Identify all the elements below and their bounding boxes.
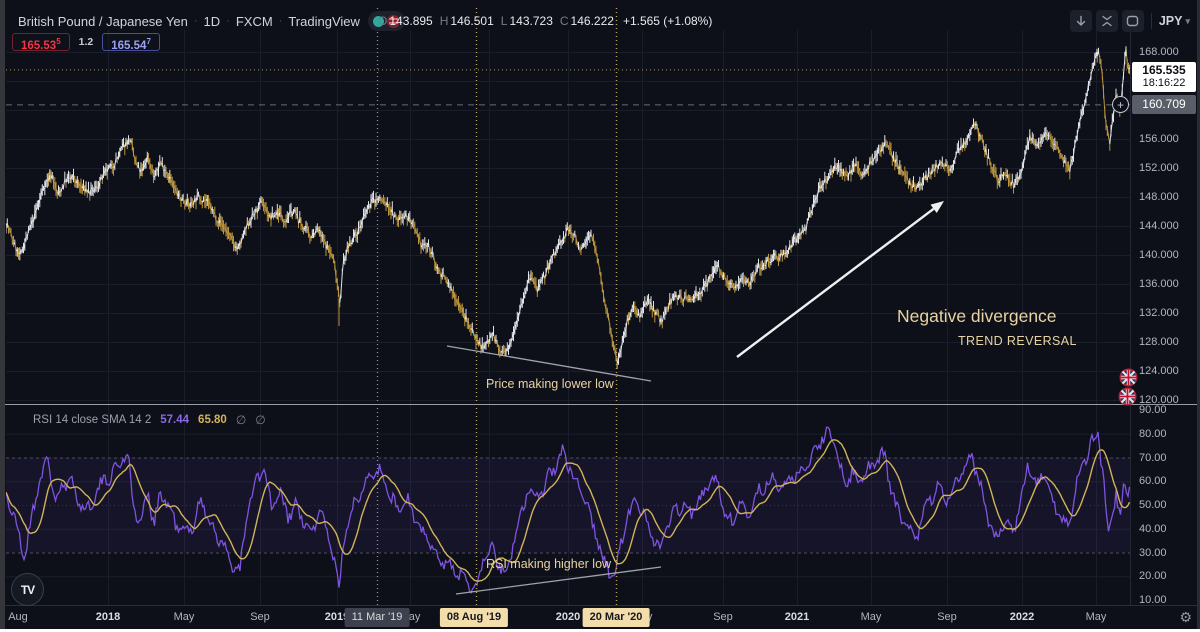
interval-label[interactable]: 1D <box>203 13 221 29</box>
window-edge-right <box>1197 0 1200 629</box>
quote-row: 165.535 1.2 165.547 <box>12 33 160 52</box>
plus-icon: + <box>1116 97 1124 112</box>
pane-divider[interactable] <box>0 404 1200 405</box>
price-level-badge: 160.709 <box>1132 95 1196 114</box>
close-value: 146.222 <box>570 14 614 28</box>
rsi-axis-label: 70.00 <box>1139 451 1167 464</box>
rsi-axis-label: 30.00 <box>1139 546 1167 559</box>
annotation-negative-divergence: Negative divergence <box>897 306 1057 326</box>
event-date-badge: 11 Mar '19 <box>344 608 410 627</box>
ohlc-readout: O 143.895 H 146.501 L 143.723 C 146.222 … <box>378 11 712 31</box>
time-axis-label: May <box>173 611 195 623</box>
high-value: 146.501 <box>450 14 494 28</box>
rsi-axis-label: 10.00 <box>1139 594 1167 606</box>
scroll-to-recent-button[interactable] <box>1069 10 1092 32</box>
window-edge-left <box>0 0 5 629</box>
spread-value: 1.2 <box>78 36 94 48</box>
time-axis-label: 2018 <box>95 611 121 623</box>
hidden-value-icon[interactable]: ∅ <box>235 413 247 427</box>
price-axis-label: 120.000 <box>1139 394 1179 406</box>
event-date-badge: 08 Aug '19 <box>439 608 509 627</box>
tradingview-logo[interactable]: TV <box>11 573 44 606</box>
time-axis-label: 2019 <box>324 611 350 623</box>
currency-label: JPY <box>1158 14 1183 28</box>
price-axis-label: 136.000 <box>1139 278 1179 290</box>
open-value: 143.895 <box>389 14 433 28</box>
currency-dropdown[interactable]: JPY ▾ <box>1159 14 1194 28</box>
last-price-badge: 165.535 18:16:22 <box>1132 62 1196 92</box>
brand-label: TradingView <box>288 13 360 29</box>
price-axis-label: 140.000 <box>1139 249 1179 261</box>
rsi-axis-label: 90.00 <box>1139 404 1167 416</box>
sell-button[interactable]: 165.535 <box>12 33 70 52</box>
separator: · <box>193 15 198 27</box>
time-axis[interactable]: ⚙ Aug2018MaySep2019MaySep2020MaySep2021M… <box>0 605 1200 630</box>
time-axis-label: Sep <box>713 611 733 623</box>
price-axis-label: 168.000 <box>1139 46 1179 58</box>
rsi-axis-label: 80.00 <box>1139 427 1167 440</box>
change-value: +1.565 (+1.08%) <box>622 14 713 28</box>
separator: · <box>226 15 230 27</box>
teal-status-icon <box>372 15 384 27</box>
gear-icon[interactable]: ⚙ <box>1179 609 1192 625</box>
rsi-axis-label: 50.00 <box>1139 499 1167 511</box>
top-toolbar: JPY ▾ <box>1069 9 1194 33</box>
uk-flag-marker-icon[interactable] <box>1119 368 1138 392</box>
add-alert-button[interactable]: + <box>1112 96 1129 113</box>
time-axis-label: 2022 <box>1009 611 1035 623</box>
symbol-header: British Pound / Japanese Yen · 1D · FXCM… <box>18 11 405 31</box>
close-label: C <box>559 14 569 28</box>
price-axis-label: 128.000 <box>1139 336 1179 348</box>
separator: · <box>278 15 283 27</box>
price-axis-label: 124.000 <box>1139 365 1179 377</box>
frame-icon <box>1127 15 1139 27</box>
rsi-value: 57.44 <box>160 414 190 426</box>
event-date-badge: 20 Mar '20 <box>582 608 650 627</box>
collapse-pane-button[interactable] <box>1095 10 1118 32</box>
low-value: 143.723 <box>509 14 553 28</box>
chevron-down-icon: ▾ <box>1185 15 1190 26</box>
price-axis-label: 144.000 <box>1139 220 1179 232</box>
red-status-icon <box>386 14 400 28</box>
rsi-axis-label: 60.00 <box>1139 475 1167 488</box>
annotation-trend-reversal: TREND REVERSAL <box>958 334 1077 348</box>
collapse-arrows-icon <box>1102 15 1112 27</box>
time-axis-label: Sep <box>250 611 270 623</box>
price-axis-label: 156.000 <box>1139 133 1179 145</box>
buy-button[interactable]: 165.547 <box>102 33 160 52</box>
symbol-title[interactable]: British Pound / Japanese Yen <box>18 13 188 29</box>
price-axis-label: 132.000 <box>1139 307 1179 319</box>
rsi-axis-label: 40.00 <box>1139 522 1167 535</box>
annotation-rsi-higher-low: RSI making higher low <box>486 557 612 571</box>
bar-countdown: 18:16:22 <box>1142 77 1186 89</box>
indicator-legend[interactable]: RSI 14 close SMA 14 2 57.44 65.80 ∅ ∅ <box>33 413 266 427</box>
annotation-price-lower-low: Price making lower low <box>486 377 614 391</box>
exchange-label[interactable]: FXCM <box>235 13 273 29</box>
time-axis-label: 2020 <box>555 611 581 623</box>
time-axis-label: Sep <box>937 611 957 623</box>
time-axis-label: May <box>1085 611 1107 623</box>
indicator-title[interactable]: RSI 14 close SMA 14 2 <box>33 414 152 426</box>
status-pill[interactable] <box>367 11 405 31</box>
uk-flag-marker-icon[interactable] <box>1118 387 1137 411</box>
toolbar-divider <box>1150 13 1152 29</box>
arrow-down-icon <box>1076 15 1086 26</box>
time-axis-label: May <box>860 611 882 623</box>
last-price-value: 165.535 <box>1142 63 1186 77</box>
hidden-value-icon[interactable]: ∅ <box>255 413 266 427</box>
price-axis-divider <box>1130 32 1131 605</box>
price-axis-label: 152.000 <box>1139 162 1179 174</box>
sma-value: 65.80 <box>198 414 227 426</box>
time-axis-label: 2021 <box>784 611 810 623</box>
time-axis-label: Aug <box>8 611 28 623</box>
open-label: O <box>378 14 388 28</box>
high-label: H <box>439 14 449 28</box>
rsi-axis-label: 20.00 <box>1139 570 1167 583</box>
price-axis-label: 148.000 <box>1139 191 1179 203</box>
low-label: L <box>500 14 508 28</box>
fullscreen-button[interactable] <box>1121 10 1144 32</box>
page-edge-bottom <box>0 629 1200 632</box>
